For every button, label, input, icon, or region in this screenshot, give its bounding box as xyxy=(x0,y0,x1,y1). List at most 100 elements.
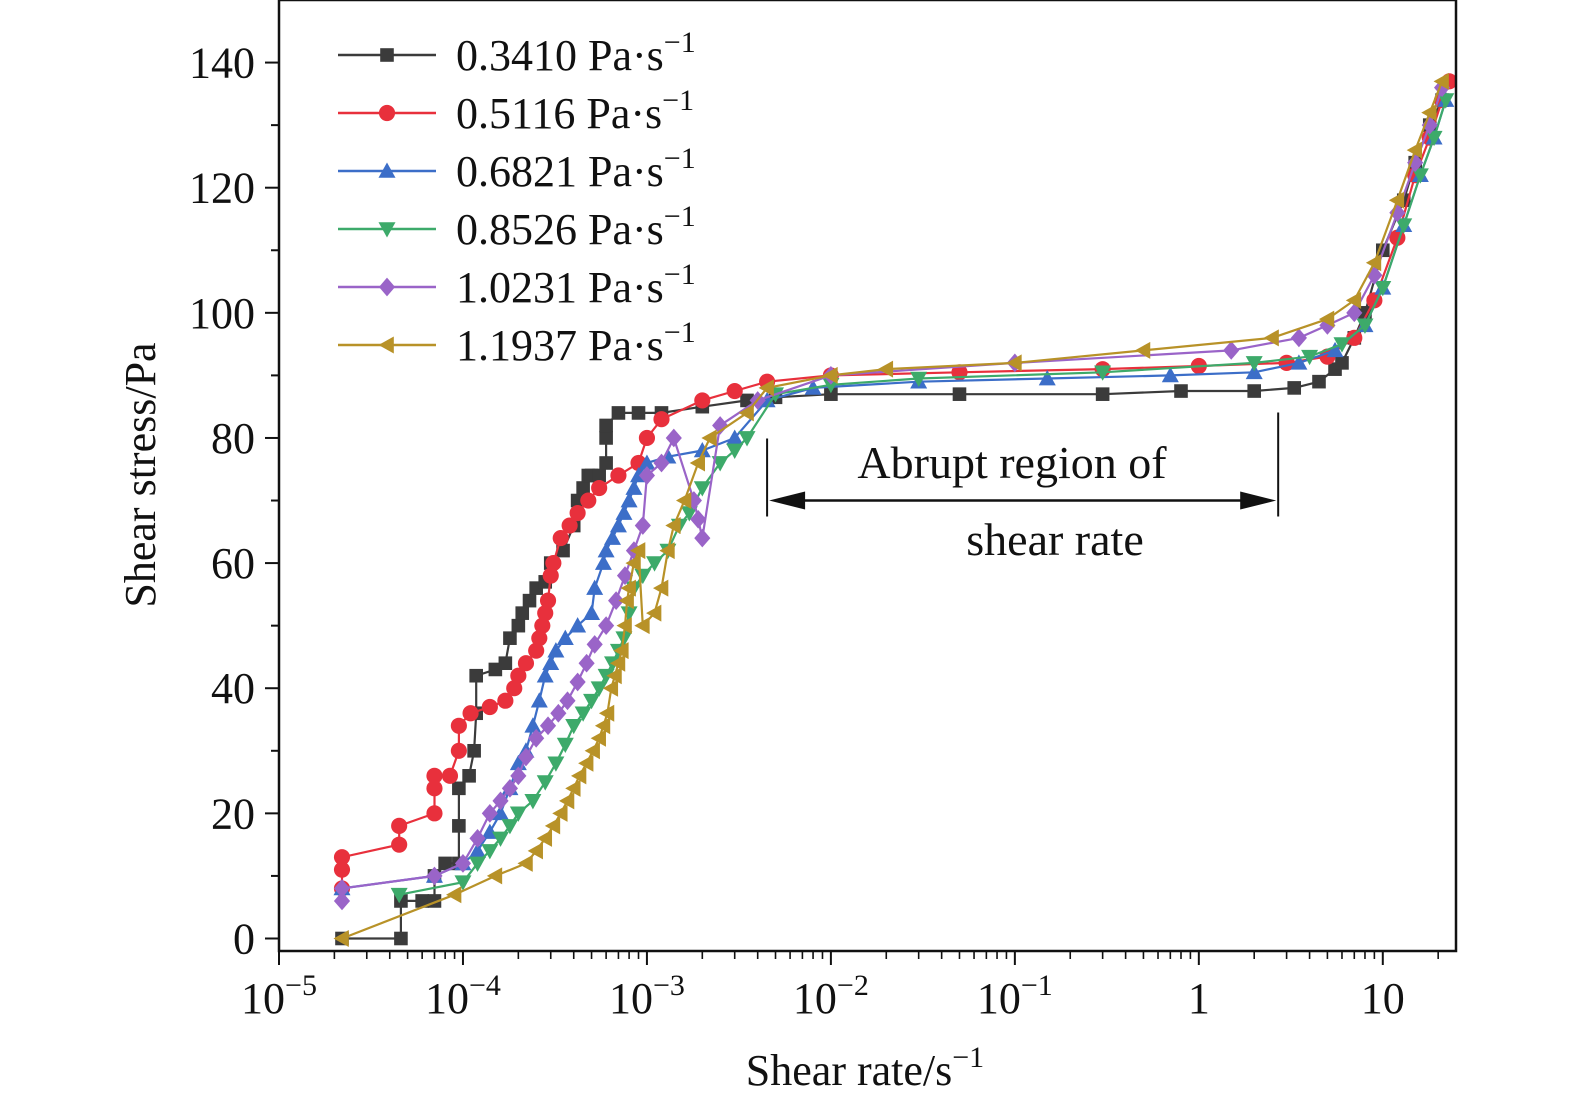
data-point xyxy=(530,692,548,708)
data-point xyxy=(824,387,838,401)
legend-item: 1.0231 Pa·s−1 xyxy=(338,258,696,312)
annotation-arrow-right-head xyxy=(1240,491,1277,510)
data-point xyxy=(542,567,559,584)
data-point xyxy=(486,867,503,885)
data-point xyxy=(515,606,530,620)
data-point xyxy=(1421,104,1437,122)
data-point xyxy=(462,769,476,783)
data-point xyxy=(333,891,351,911)
data-point xyxy=(391,836,408,853)
x-tick-label: 10−3 xyxy=(609,969,685,1023)
annotation-arrow-left-head xyxy=(769,491,806,510)
data-point xyxy=(536,829,553,847)
data-point xyxy=(441,767,459,784)
data-point xyxy=(552,529,569,547)
data-point xyxy=(1421,115,1438,135)
data-point xyxy=(618,592,634,610)
data-point xyxy=(1433,72,1449,90)
data-point xyxy=(726,382,743,400)
data-point xyxy=(740,393,754,408)
series-2 xyxy=(333,73,1456,897)
data-point xyxy=(665,428,682,448)
data-point xyxy=(1411,168,1429,184)
data-point xyxy=(469,856,487,872)
data-point xyxy=(547,642,565,658)
data-point xyxy=(492,791,509,811)
data-point xyxy=(524,717,542,733)
data-point xyxy=(630,542,646,560)
data-point xyxy=(547,756,565,772)
x-tick-label: 10−1 xyxy=(977,969,1053,1023)
data-point xyxy=(584,742,600,760)
data-point xyxy=(1356,318,1374,334)
data-point xyxy=(685,491,702,510)
legend-marker xyxy=(378,336,394,354)
data-point xyxy=(469,668,483,683)
legend: 0.3410 Pa·s−10.5116 Pa·s−10.6821 Pa·s−10… xyxy=(338,26,696,370)
data-point xyxy=(611,406,626,420)
x-tick-label: 10−5 xyxy=(241,969,317,1023)
data-point xyxy=(1318,310,1335,328)
legend-label: 0.5116 Pa·s−1 xyxy=(456,84,694,138)
legend-item: 0.5116 Pa·s−1 xyxy=(338,84,694,138)
data-point xyxy=(1345,291,1362,309)
data-point xyxy=(910,371,928,388)
data-point xyxy=(501,819,519,835)
data-point xyxy=(604,529,622,545)
x-axis-title: Shear rate/s−1 xyxy=(746,1041,984,1095)
data-point xyxy=(492,831,510,847)
data-point xyxy=(1437,93,1455,109)
data-point xyxy=(1326,341,1344,358)
data-point xyxy=(659,542,675,560)
data-point xyxy=(599,418,613,433)
x-tick-label: 10−4 xyxy=(425,969,501,1023)
legend-item: 1.1937 Pa·s−1 xyxy=(338,316,696,370)
legend-marker xyxy=(378,222,396,238)
data-point xyxy=(1247,384,1262,398)
axis-ticks: 0 20 40 60 80 100 120 140 10−5 10−4 10−3 10−2 10−1 1 1… xyxy=(189,39,1439,1023)
legend-item: 0.6821 Pa·s−1 xyxy=(338,142,696,196)
data-point xyxy=(450,717,467,734)
data-point xyxy=(524,794,542,810)
data-point xyxy=(610,467,627,484)
data-point xyxy=(545,555,562,572)
data-point xyxy=(510,766,527,786)
data-point xyxy=(1245,363,1263,380)
data-point xyxy=(574,706,592,722)
data-point xyxy=(625,554,641,572)
data-point xyxy=(333,849,351,866)
data-point xyxy=(1287,381,1302,395)
data-point xyxy=(556,629,574,645)
annotation: Abrupt region of shear rate xyxy=(766,412,1280,565)
data-point xyxy=(542,654,560,670)
data-point xyxy=(694,528,711,548)
legend-label: 0.3410 Pa·s−1 xyxy=(456,26,696,80)
x-tick-label: 1 xyxy=(1188,974,1210,1023)
data-point xyxy=(333,929,349,947)
data-point xyxy=(511,618,526,633)
data-point xyxy=(503,631,517,645)
data-point xyxy=(415,894,429,908)
data-point xyxy=(1389,203,1406,223)
data-point xyxy=(1094,365,1112,381)
x-tick-label: 10−2 xyxy=(793,969,869,1023)
data-point xyxy=(469,829,486,848)
data-point xyxy=(620,579,636,597)
data-point xyxy=(599,456,613,470)
legend-label: 0.8526 Pa·s−1 xyxy=(456,200,696,254)
data-point xyxy=(454,854,472,873)
data-point xyxy=(426,866,443,886)
data-point xyxy=(450,742,467,759)
data-point xyxy=(391,817,408,834)
y-tick-label: 80 xyxy=(211,414,255,463)
data-point xyxy=(594,717,611,735)
data-point xyxy=(1374,281,1392,297)
data-point xyxy=(712,416,729,435)
data-point xyxy=(609,654,626,672)
legend-label: 1.0231 Pa·s−1 xyxy=(456,258,696,312)
data-point xyxy=(583,604,601,620)
data-point xyxy=(646,604,662,622)
data-point xyxy=(634,617,650,635)
data-point xyxy=(606,667,622,685)
